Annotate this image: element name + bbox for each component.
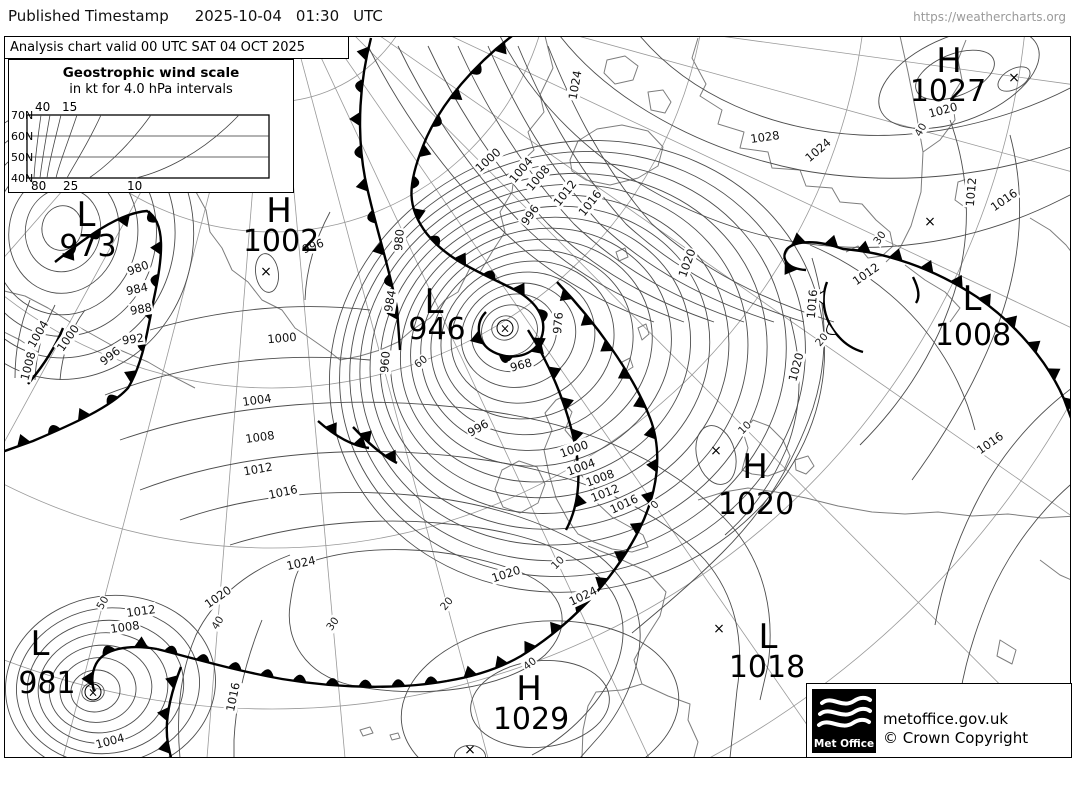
met-office-logo-text: Met Office (813, 738, 875, 750)
wind-scale-bottom-10: 10 (127, 179, 143, 193)
wind-scale-top-40: 40 (35, 100, 51, 114)
published-label: Published Timestamp (8, 7, 169, 25)
wind-scale-box: Geostrophic wind scale in kt for 4.0 hPa… (8, 59, 294, 193)
published-time: 01:30 (295, 7, 340, 25)
chart-title: Analysis chart valid 00 UTC SAT 04 OCT 2… (10, 40, 306, 55)
branding-copyright: © Crown Copyright (883, 729, 1029, 747)
wind-scale-subtitle: in kt for 4.0 hPa intervals (69, 82, 233, 97)
wind-scale-lat-50n: 50N (11, 151, 34, 164)
wind-scale-title: Geostrophic wind scale (62, 65, 240, 81)
met-office-waves-icon (817, 695, 872, 728)
wind-scale-top-15: 15 (62, 100, 78, 114)
chart-title-box: Analysis chart valid 00 UTC SAT 04 OCT 2… (4, 36, 349, 59)
source-url: https://weathercharts.org (913, 10, 1066, 24)
wind-scale-lat-70n: 70N (11, 109, 34, 122)
wind-scale-bottom-80: 80 (31, 179, 47, 193)
wind-scale-lat-60n: 60N (11, 130, 34, 143)
published-timestamp: Published Timestamp 2025-10-04 01:30 UTC (8, 7, 409, 25)
branding-website: metoffice.gov.uk (883, 710, 1009, 728)
wind-scale-bottom-25: 25 (63, 179, 79, 193)
published-bar: Published Timestamp 2025-10-04 01:30 UTC ht… (0, 0, 1076, 32)
branding-box: Met Office metoffice.gov.uk © Crown Copy… (806, 683, 1072, 758)
wind-scale-diagram (26, 114, 270, 179)
met-office-logo: Met Office (812, 689, 876, 753)
published-date: 2025-10-04 (194, 7, 282, 25)
wind-scale-lat-40n: 40N (11, 172, 34, 185)
published-tz: UTC (353, 7, 383, 25)
